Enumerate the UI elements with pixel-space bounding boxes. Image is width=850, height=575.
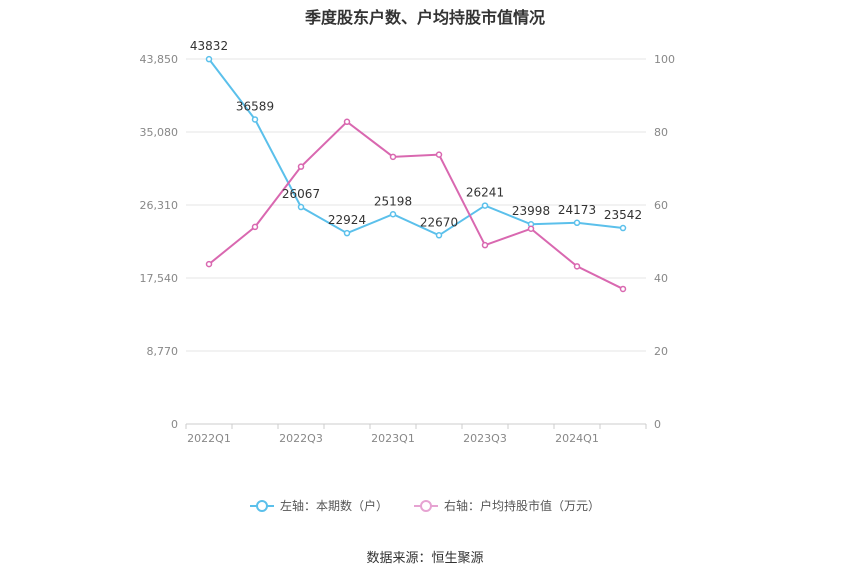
data-point[interactable]: [205, 260, 213, 268]
data-point[interactable]: [251, 223, 259, 231]
data-label: 25198: [374, 194, 412, 208]
data-point[interactable]: [205, 55, 213, 63]
legend-label-right: 右轴：户均持股市值（万元）: [444, 499, 601, 513]
right-tick-label: 40: [654, 272, 668, 285]
data-point[interactable]: [527, 225, 535, 232]
data-label: 23542: [604, 208, 642, 222]
right-tick-label: 80: [654, 126, 668, 139]
left-tick-label: 26,310: [140, 199, 179, 212]
data-point[interactable]: [343, 118, 351, 126]
data-label: 22670: [420, 215, 458, 229]
data-label: 43832: [190, 39, 228, 53]
x-tick-label: 2022Q1: [187, 432, 231, 445]
left-axis-ticks: 0 8,770 17,540 26,310 35,080 43,850: [140, 53, 179, 431]
data-source: 数据来源：恒生聚源: [366, 551, 484, 566]
data-label: 24173: [558, 203, 596, 217]
data-point[interactable]: [297, 203, 305, 211]
data-point[interactable]: [435, 151, 443, 158]
data-label: 36589: [236, 99, 274, 113]
data-point[interactable]: [389, 211, 397, 218]
left-tick-label: 17,540: [140, 272, 179, 285]
series-line-1: [208, 58, 624, 237]
data-label: 26067: [282, 187, 320, 201]
right-tick-label: 100: [654, 53, 675, 66]
legend-swatch-pink-icon: [414, 499, 438, 512]
data-point[interactable]: [619, 285, 627, 293]
data-label: 22924: [328, 213, 366, 227]
left-tick-label: 8,770: [147, 345, 179, 358]
data-point[interactable]: [573, 263, 581, 270]
data-point[interactable]: [297, 163, 305, 170]
right-tick-label: 20: [654, 345, 668, 358]
left-tick-label: 35,080: [140, 126, 179, 139]
legend-item-right[interactable]: 右轴：户均持股市值（万元）: [414, 497, 600, 514]
legend: 左轴：本期数（户） 右轴：户均持股市值（万元）: [0, 497, 850, 514]
chart-title: 季度股东户数、户均持股市值情况: [304, 8, 545, 27]
data-point[interactable]: [389, 153, 397, 161]
legend-item-left[interactable]: 左轴：本期数（户）: [249, 497, 388, 514]
x-tick-label: 2022Q3: [279, 432, 323, 445]
series-points: [205, 55, 627, 293]
data-point[interactable]: [481, 202, 489, 209]
left-tick-label: 43,850: [140, 53, 179, 66]
grid-lines: [186, 58, 646, 425]
legend-swatch-blue-icon: [249, 499, 274, 512]
data-point[interactable]: [251, 116, 259, 123]
x-tick-label: 2024Q1: [555, 432, 599, 445]
series-line-2: [208, 120, 624, 290]
left-tick-label: 0: [171, 418, 178, 431]
data-point[interactable]: [619, 224, 627, 232]
right-axis-ticks: 0 20 40 60 80 100: [654, 53, 675, 431]
data-point[interactable]: [573, 219, 581, 227]
data-point[interactable]: [435, 232, 443, 239]
data-label: 26241: [466, 186, 504, 200]
x-axis-ticks: 2022Q1 2022Q3 2023Q1 2023Q3 2024Q1: [185, 424, 647, 445]
data-point[interactable]: [343, 229, 351, 237]
legend-label-left: 左轴：本期数（户）: [279, 499, 388, 513]
data-labels: 43832 36589 26067 22924 25198 22670 26241 23998…: [190, 39, 642, 229]
x-tick-label: 2023Q3: [463, 432, 507, 445]
x-tick-label: 2023Q1: [371, 432, 415, 445]
right-tick-label: 60: [654, 199, 668, 212]
data-label: 23998: [512, 204, 550, 218]
right-tick-label: 0: [654, 418, 661, 431]
series-lines: [208, 58, 624, 290]
data-point[interactable]: [481, 241, 489, 249]
